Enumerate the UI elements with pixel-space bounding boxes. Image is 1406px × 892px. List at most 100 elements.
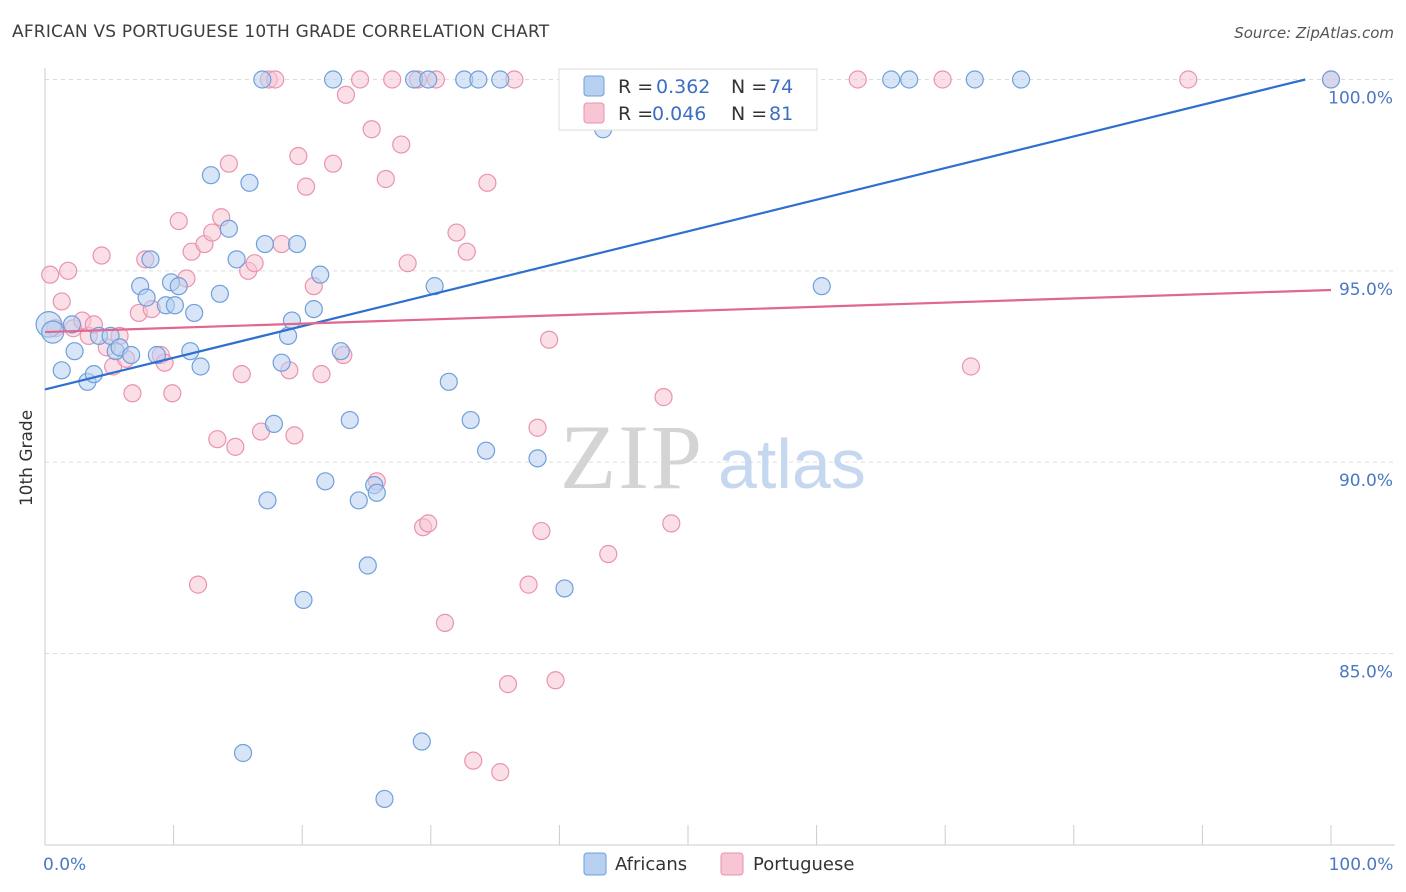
portuguese-point [41,265,60,284]
africans-point [1011,70,1031,89]
africans-trendline [44,78,1306,391]
africans-point [253,70,272,89]
portuguese-point [232,365,251,384]
portuguese-point [662,514,681,533]
y-tick-label: 85.0% [1339,663,1393,683]
x-tick-labels: 0.0% 100.0% [43,855,1393,875]
portuguese-point [383,70,402,89]
portuguese-point [654,388,673,407]
legend-africans-r-value: 0.362 [656,76,710,98]
portuguese-point [478,173,497,192]
africans-point [185,303,204,323]
africans-point [264,414,284,433]
legend-portuguese-n-value: 81 [769,103,793,125]
africans-point [367,483,386,502]
y-axis-title: 10th Grade [17,410,37,506]
portuguese-point [491,763,510,782]
africans-point [294,590,313,610]
portuguese-point [392,135,411,154]
trendlines [44,78,1332,391]
portuguese-point [285,426,304,445]
axes [44,68,1395,846]
source-label: Source: ZipAtlas.com [1234,24,1394,42]
africans-point [965,70,984,89]
gridlines [45,79,1395,654]
portuguese-point [532,521,551,541]
africans-point [491,70,510,89]
africans-point [419,70,438,89]
africans-point [469,70,488,89]
bottom-legend: Africans Portuguese [583,852,854,876]
africans-point [812,277,831,296]
watermark-atlas: atlas [718,425,866,503]
portuguese-point [519,575,538,594]
africans-point [191,357,210,376]
africans-point [555,579,574,598]
portuguese-point [447,223,466,242]
africans-point [227,250,246,269]
africans-point [323,70,343,89]
africans-point [412,732,431,751]
portuguese-point [457,242,476,261]
africans-point [219,219,238,238]
africans-point [147,345,166,365]
portuguese-point [398,254,417,273]
portuguese-point [208,430,227,449]
africans-point [272,353,291,372]
africans-point [304,300,323,319]
portuguese-point [540,330,559,349]
portuguese-point [92,246,111,265]
africans-point [122,345,141,365]
portuguese-point [52,292,71,311]
portuguese-point [376,169,395,189]
portuguese-point [163,384,182,403]
legend-africans-n-label: N = [731,76,767,98]
africans-point [201,166,220,185]
portuguese-point [336,85,356,104]
watermark-zip: ZIP [560,406,704,508]
legend-portuguese-r-label: R = [618,103,653,125]
portuguese-point [123,384,142,403]
portuguese-point [528,418,547,437]
bottom-legend-swatch-africans [583,852,607,876]
africans-point [882,70,901,89]
y-tick-label: 100.0% [1328,89,1393,109]
portuguese-point [498,675,518,694]
portuguese-trendline [44,288,1332,334]
portuguese-point [59,261,78,280]
portuguese-point [464,751,483,770]
bottom-legend-africans: Africans [615,854,687,875]
africans-point [316,472,335,491]
africans-point [287,234,307,254]
watermark: ZIP atlas [560,406,866,508]
africans-point [461,410,480,430]
y-tick-label: 90.0% [1339,471,1393,491]
portuguese-point [599,544,618,564]
bottom-legend-portuguese: Portuguese [753,854,854,875]
africans-point [258,491,277,510]
y-tick-label: 95.0% [1339,280,1393,300]
africans-point [240,173,259,192]
africans-point [84,365,103,384]
africans-point [137,288,156,307]
portuguese-point [226,437,245,456]
africans-point [340,410,359,430]
portuguese-point [219,154,238,173]
africans-point [169,277,188,296]
africans-point [375,789,394,809]
africans-point [1321,70,1341,89]
portuguese-point [1179,70,1198,89]
portuguese-point [961,357,981,376]
legend: R = 0.362 N = 74 R = 0.046 N = 81 [558,68,818,131]
africans-point [210,284,229,303]
portuguese-point [169,211,188,231]
legend-portuguese-n-label: N = [731,103,767,125]
portuguese-point [272,234,291,254]
portuguese-point [245,254,264,273]
chart-title: AFRICAN VS PORTUGUESE 10TH GRADE CORRELA… [12,22,550,42]
portuguese-point [546,671,565,690]
portuguese-point [289,146,308,166]
series-africans [35,70,1341,809]
bottom-legend-swatch-portuguese [720,852,744,876]
